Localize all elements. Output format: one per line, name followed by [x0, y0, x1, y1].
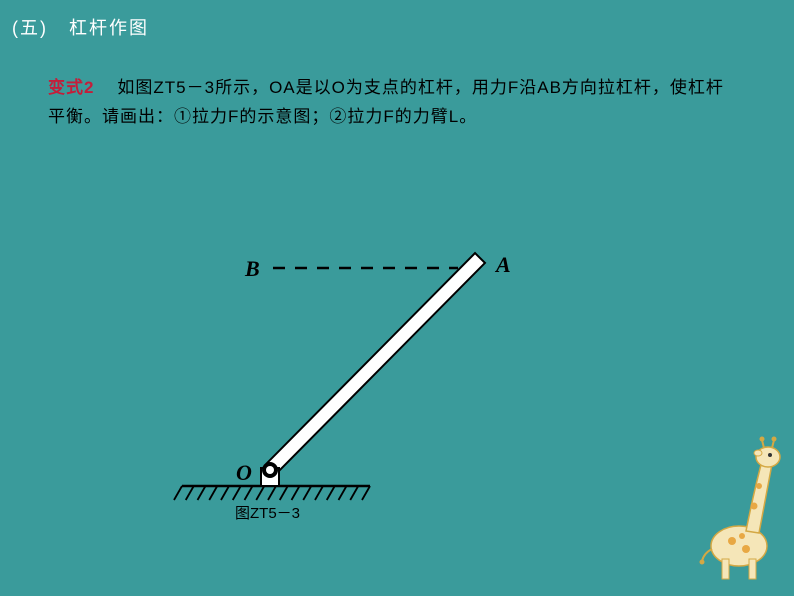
section-number: (五) [12, 18, 48, 38]
problem-body: 如图ZT5－3所示，OA是以O为支点的杠杆，用力F沿AB方向拉杠杆，使杠杆平衡。… [48, 78, 724, 126]
diagram-svg: B A O [170, 240, 570, 520]
section-title-text: 杠杆作图 [69, 18, 149, 38]
giraffe-decoration [674, 431, 784, 581]
svg-text:A: A [494, 252, 511, 277]
lever-diagram: B A O [170, 240, 570, 520]
figure-label: 图ZT5－3 [235, 502, 300, 523]
problem-text: 变式2 如图ZT5－3所示，OA是以O为支点的杠杆，用力F沿AB方向拉杠杆，使杠… [48, 74, 739, 132]
variant-label: 变式2 [48, 78, 94, 97]
svg-text:O: O [236, 460, 252, 485]
svg-text:B: B [244, 256, 260, 281]
section-title: (五) 杠杆作图 [12, 14, 149, 40]
